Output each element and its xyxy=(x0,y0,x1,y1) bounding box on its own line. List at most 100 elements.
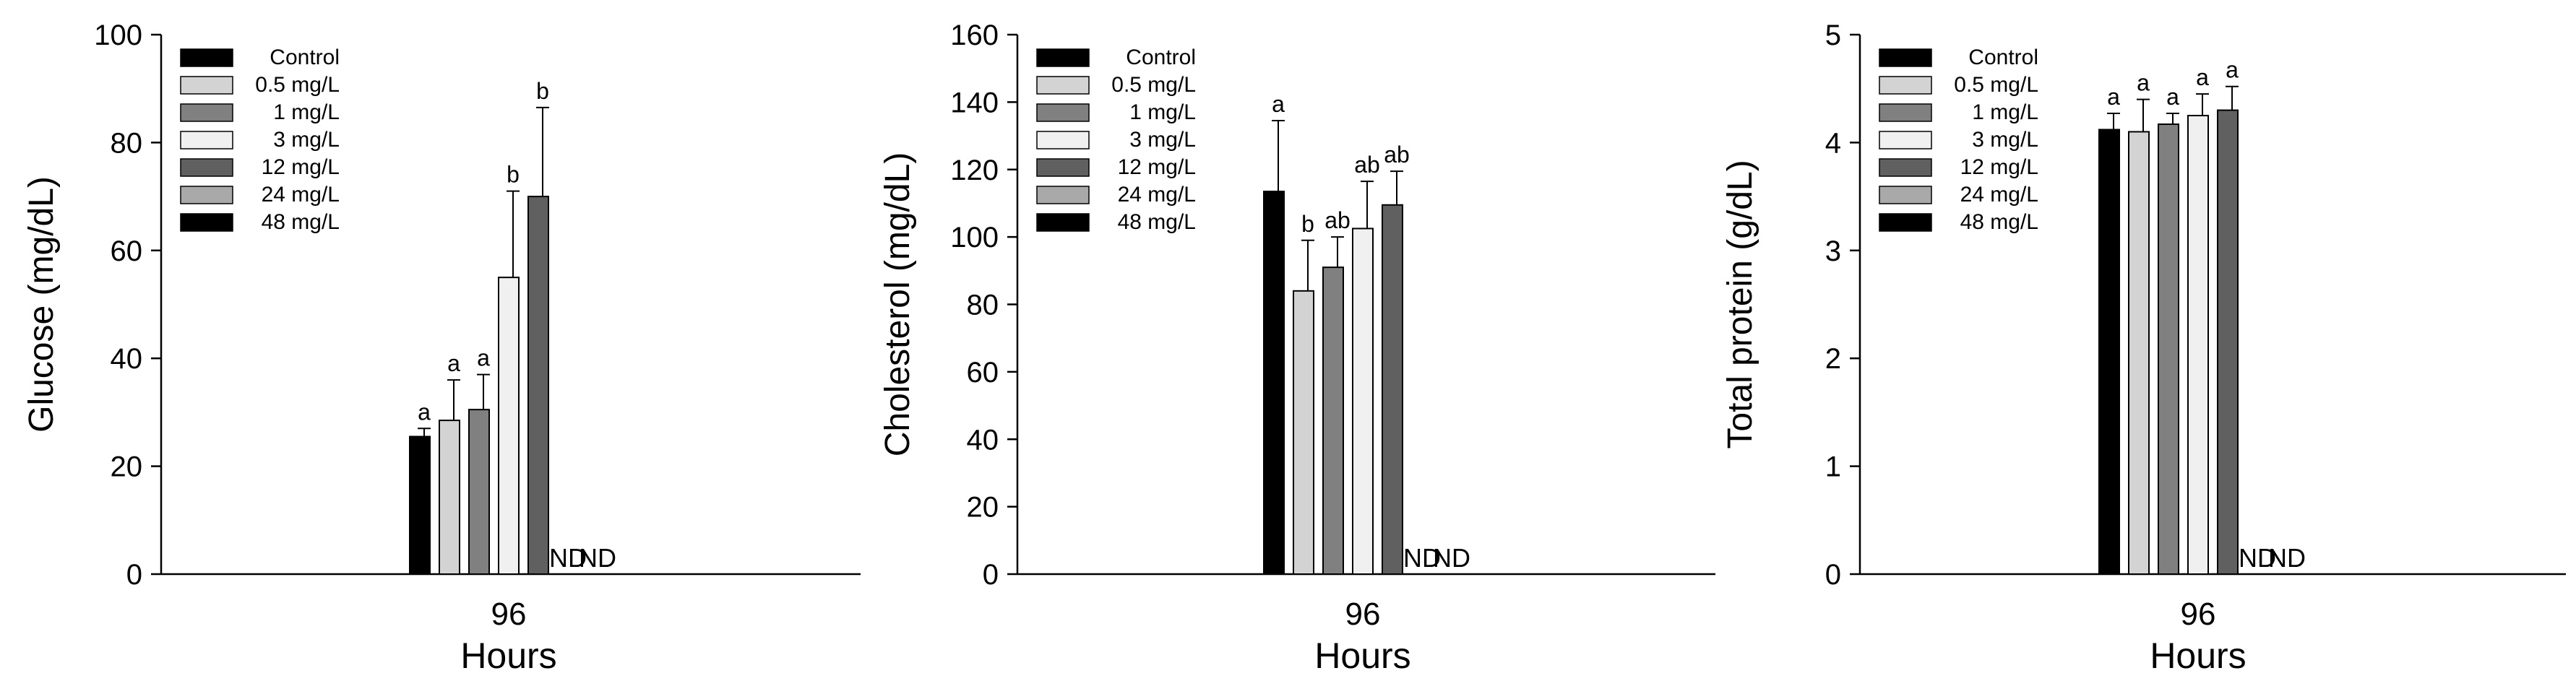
legend-swatch xyxy=(1036,131,1090,149)
legend-label: 48 mg/L xyxy=(262,210,340,234)
bar xyxy=(439,420,460,575)
legend-swatch xyxy=(180,76,233,95)
nd-label: ND xyxy=(549,543,587,573)
y-tick-label: 40 xyxy=(111,343,143,375)
legend-swatch xyxy=(180,158,233,177)
legend-swatch xyxy=(1879,158,1932,177)
legend-swatch xyxy=(1036,103,1090,122)
legend: Control 0.5 mg/L 1 mg/L 3 mg/L 12 mg/L 24 mg/… xyxy=(180,45,340,234)
y-tick-label: 0 xyxy=(126,559,142,591)
legend-swatch xyxy=(180,213,233,232)
significance-label: a xyxy=(2107,84,2120,110)
nd-label: ND xyxy=(2239,543,2276,573)
nd-label: ND xyxy=(1403,543,1441,573)
bar xyxy=(1322,266,1344,575)
legend-label: 1 mg/L xyxy=(1972,100,2038,124)
y-tick-label: 2 xyxy=(1825,343,1841,375)
y-tick-label: 60 xyxy=(967,357,999,389)
legend: Control 0.5 mg/L 1 mg/L 3 mg/L 12 mg/L 24 mg/… xyxy=(1036,45,1196,234)
nd-label: ND xyxy=(579,543,616,573)
legend-swatch xyxy=(1036,186,1090,204)
significance-label: ab xyxy=(1324,207,1351,233)
significance-label: a xyxy=(2166,84,2179,110)
bar xyxy=(527,196,549,576)
legend-label: 0.5 mg/L xyxy=(1111,73,1196,97)
x-tick-label: 96 xyxy=(2181,597,2216,632)
legend-label: 1 mg/L xyxy=(1129,100,1196,124)
legend-label: 12 mg/L xyxy=(1960,155,2038,179)
significance-label: a xyxy=(2196,64,2209,90)
legend-label: 1 mg/L xyxy=(273,100,340,124)
legend-swatch xyxy=(180,186,233,204)
y-tick-label: 80 xyxy=(967,290,999,321)
x-tick-label: 96 xyxy=(491,597,527,632)
y-tick-label: 4 xyxy=(1825,127,1841,159)
bar xyxy=(1263,191,1285,575)
bar xyxy=(2128,131,2150,575)
legend-swatch xyxy=(1879,48,1932,67)
y-tick-label: 20 xyxy=(111,451,143,483)
legend-swatch xyxy=(1036,48,1090,67)
y-tick-label: 60 xyxy=(111,235,143,267)
significance-label: b xyxy=(507,162,520,188)
legend-label: Control xyxy=(1968,45,2038,69)
bar xyxy=(1352,227,1374,575)
legend-swatch xyxy=(1879,76,1932,95)
legend-label: 24 mg/L xyxy=(1118,183,1196,207)
legend-label: Control xyxy=(270,45,340,69)
bar xyxy=(498,277,520,575)
x-axis-title: Hours xyxy=(460,636,556,676)
y-tick-label: 3 xyxy=(1825,235,1841,267)
legend-label: 3 mg/L xyxy=(273,128,340,152)
significance-label: a xyxy=(2226,57,2239,83)
y-tick-label: 80 xyxy=(111,127,143,159)
nd-label: ND xyxy=(2268,543,2306,573)
y-axis-title: Total protein (g/dL) xyxy=(1721,160,1759,448)
x-axis-title: Hours xyxy=(2150,636,2246,676)
y-tick-label: 1 xyxy=(1825,451,1841,483)
legend-swatch xyxy=(180,103,233,122)
legend-swatch xyxy=(1879,213,1932,232)
bar xyxy=(468,409,490,575)
significance-label: a xyxy=(447,350,460,376)
legend-label: 0.5 mg/L xyxy=(1954,73,2038,97)
significance-label: b xyxy=(536,78,549,104)
bar xyxy=(2098,129,2120,576)
y-tick-label: 100 xyxy=(950,222,999,253)
legend-label: 12 mg/L xyxy=(262,155,340,179)
bar xyxy=(1293,290,1314,575)
significance-label: a xyxy=(418,399,431,425)
legend-swatch xyxy=(180,131,233,149)
legend-swatch xyxy=(1036,76,1090,95)
y-axis-title: Glucose (mg/dL) xyxy=(22,176,61,433)
legend-label: 24 mg/L xyxy=(1960,183,2038,207)
legend-label: 12 mg/L xyxy=(1118,155,1196,179)
y-tick-label: 100 xyxy=(94,19,142,51)
legend-label: 0.5 mg/L xyxy=(255,73,340,97)
y-tick-label: 40 xyxy=(967,424,999,456)
legend: Control 0.5 mg/L 1 mg/L 3 mg/L 12 mg/L 24 mg/… xyxy=(1879,45,2038,234)
legend-label: 48 mg/L xyxy=(1960,210,2038,234)
significance-label: a xyxy=(1272,91,1285,117)
y-tick-label: 140 xyxy=(950,87,999,118)
y-tick-label: 5 xyxy=(1825,19,1841,51)
y-axis-title: Cholesterol (mg/dL) xyxy=(879,152,917,457)
legend-label: 3 mg/L xyxy=(1129,128,1196,152)
nd-label: ND xyxy=(1433,543,1470,573)
x-tick-label: 96 xyxy=(1345,597,1381,632)
legend-label: Control xyxy=(1126,45,1196,69)
x-axis-title: Hours xyxy=(1314,636,1410,676)
bar xyxy=(2158,123,2179,575)
legend-swatch xyxy=(1879,103,1932,122)
legend-label: 3 mg/L xyxy=(1972,128,2038,152)
bar xyxy=(1382,204,1403,575)
y-tick-label: 0 xyxy=(1825,559,1841,591)
legend-swatch xyxy=(1879,186,1932,204)
y-tick-label: 160 xyxy=(950,19,999,51)
chart-panel-2: 0 20 40 60 80 100 120 140 160 Cholesterol (mg/dL)… xyxy=(879,19,1715,676)
y-tick-label: 120 xyxy=(950,155,999,186)
bar xyxy=(2187,115,2209,576)
